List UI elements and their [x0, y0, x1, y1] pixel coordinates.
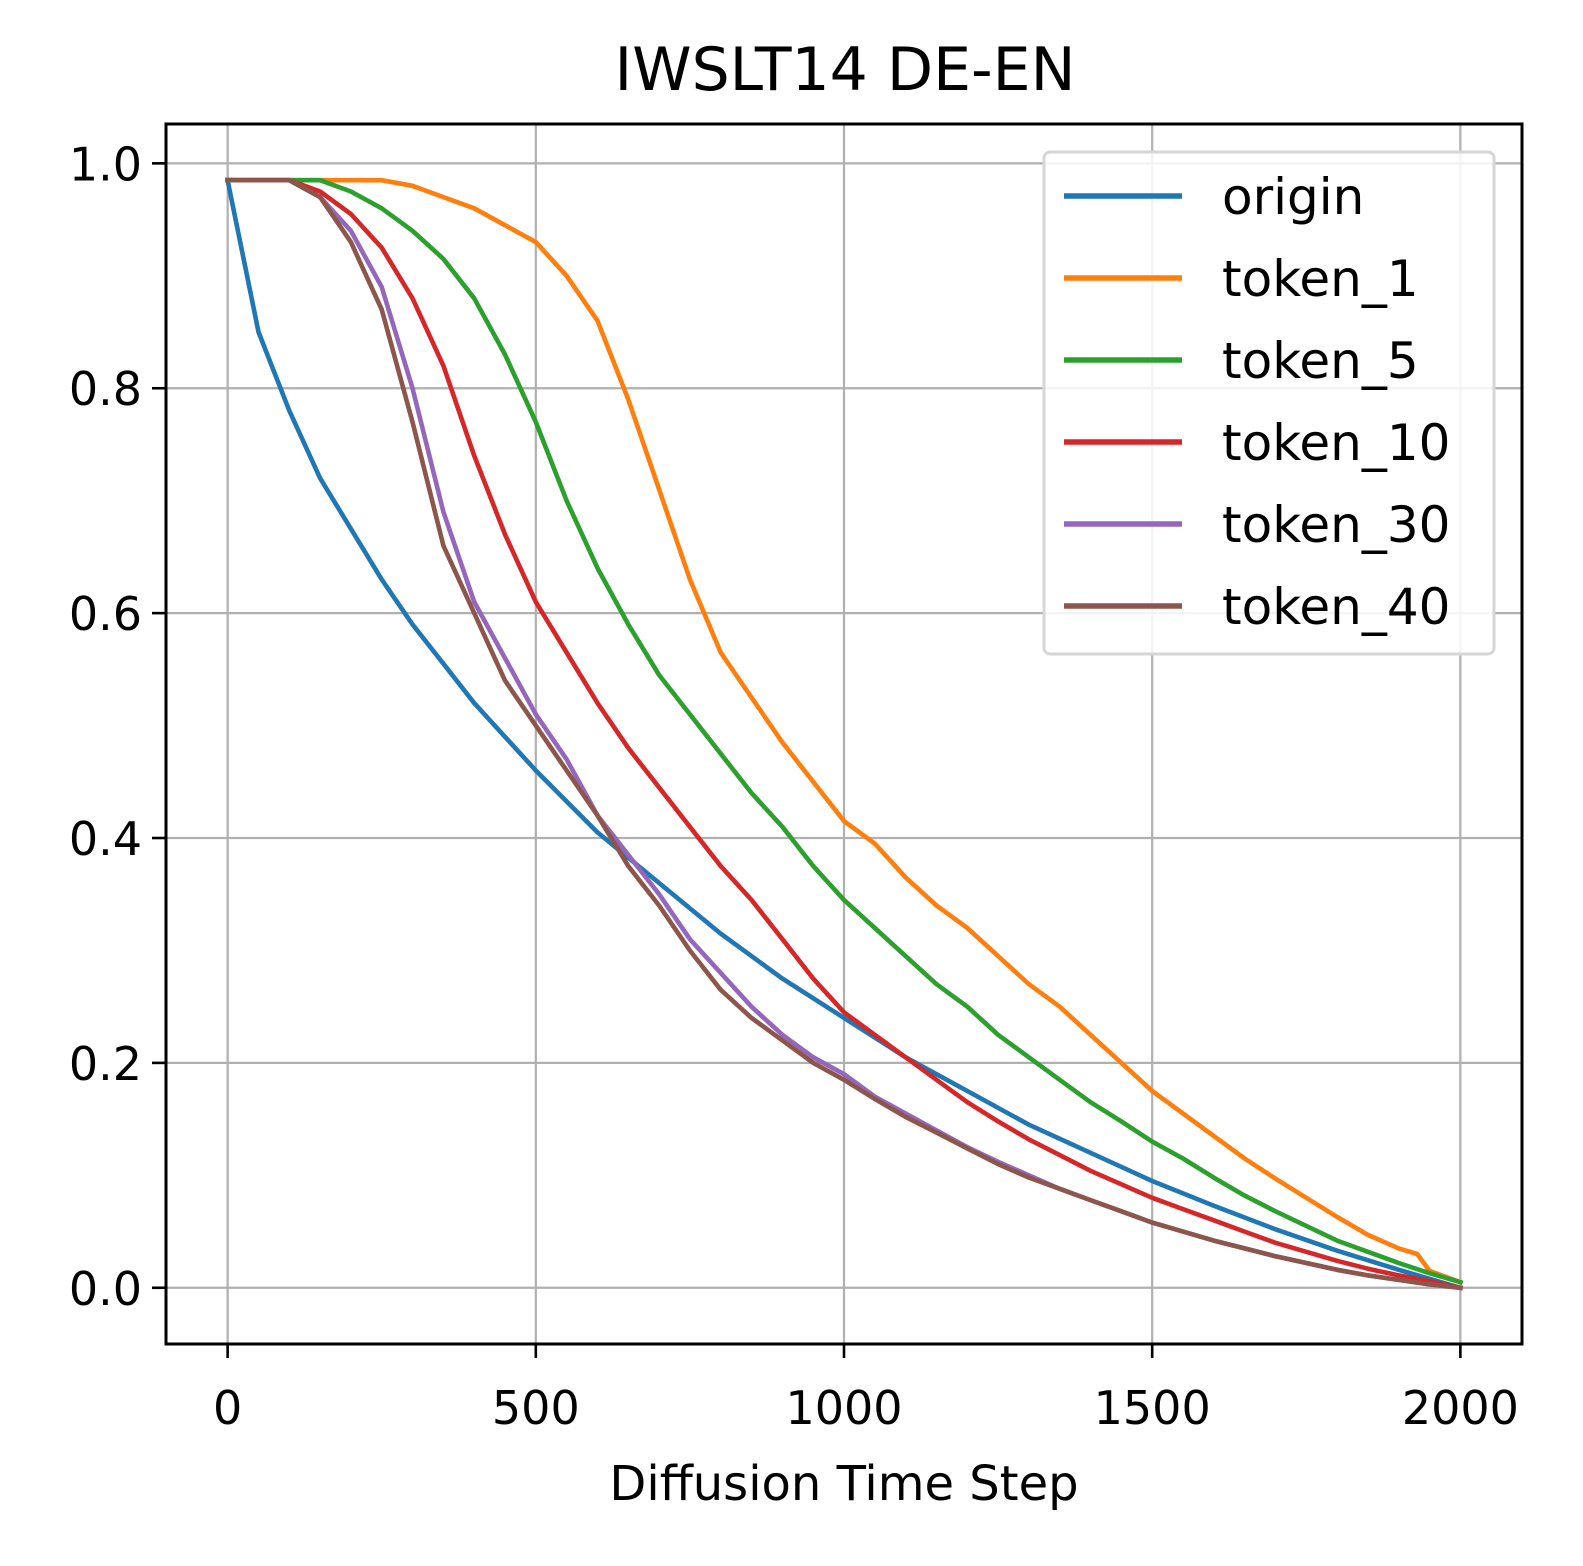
series-line-token-5	[225, 177, 1464, 1286]
x-tick-label: 1500	[1094, 1381, 1211, 1435]
series-line-token-40	[225, 177, 1463, 1291]
x-tick-label: 1000	[785, 1381, 902, 1435]
y-tick-label: 1.0	[69, 137, 142, 191]
ticks: 0 500 1000 1500 2000 0.0 0.2 0.4 0.6 0.8 1.0	[69, 137, 1519, 1435]
x-tick-label: 0	[213, 1381, 242, 1435]
series-line-token-10	[225, 177, 1464, 1291]
series-lines	[224, 177, 1464, 1291]
chart-title: IWSLT14 DE-EN	[615, 35, 1076, 105]
legend: origin token_1 token_5 token_10 token_30toke…	[1042, 150, 1496, 656]
x-axis-label: Diffusion Time Step	[609, 1456, 1078, 1512]
x-tick-label: 500	[492, 1381, 580, 1435]
legend-label: token_40	[1222, 578, 1450, 636]
y-tick-label: 0.4	[69, 812, 142, 866]
y-tick-label: 0.0	[69, 1262, 142, 1316]
legend-label: token_5	[1222, 332, 1419, 390]
legend-label: token_10	[1222, 414, 1450, 472]
x-tick-label: 2000	[1402, 1381, 1519, 1435]
y-tick-label: 0.6	[69, 587, 142, 641]
legend-label: origin	[1222, 168, 1364, 226]
y-tick-label: 0.2	[69, 1037, 142, 1091]
series-line-origin	[224, 177, 1464, 1291]
y-tick-label: 0.8	[69, 362, 142, 416]
legend-label: token_1	[1222, 250, 1419, 308]
legend-label: token_30	[1222, 496, 1450, 554]
series-line-token-1	[225, 177, 1464, 1286]
